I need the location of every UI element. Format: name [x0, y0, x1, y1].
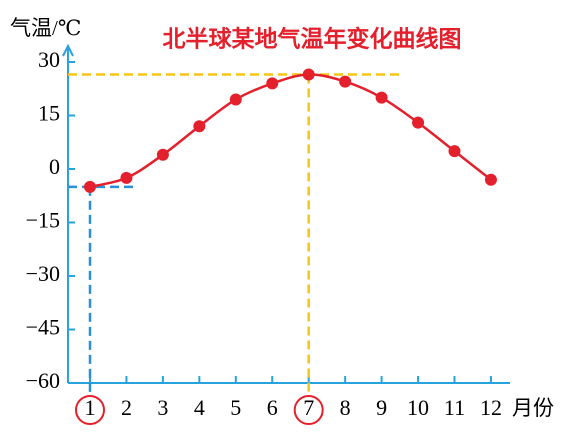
point [193, 120, 206, 133]
point [339, 75, 352, 88]
x-tick-label: 7 [303, 395, 314, 420]
x-tick-label: 3 [157, 395, 168, 420]
x-axis-label: 月份 [512, 396, 554, 420]
point [448, 145, 461, 158]
x-tick-label: 8 [340, 395, 351, 420]
x-tick-label: 12 [480, 395, 502, 420]
x-tick-label: 4 [194, 395, 205, 420]
month-circle [293, 395, 324, 425]
point [412, 116, 425, 129]
x-tick-label: 11 [444, 395, 465, 420]
y-axis-arrow [62, 43, 74, 57]
x-tick-label: 2 [121, 395, 132, 420]
x-tick-label: 6 [267, 395, 278, 420]
y-tick-label: 15 [38, 101, 60, 126]
x-tick-label: 10 [407, 395, 429, 420]
line [89, 73, 492, 189]
point [302, 68, 315, 81]
point [229, 93, 242, 106]
y-tick-label: −15 [26, 208, 60, 233]
point [84, 180, 96, 193]
y-tick-label: −30 [26, 261, 60, 286]
point [156, 148, 169, 161]
x-tick-label: 1 [85, 395, 96, 420]
x-tick-label: 5 [230, 395, 241, 420]
y-axis-label: 气温/℃ [10, 16, 81, 40]
point [266, 77, 279, 90]
y-tick-label: −45 [26, 315, 60, 340]
y-tick-label: −60 [26, 368, 60, 393]
point [375, 91, 388, 104]
y-tick-label: 0 [49, 154, 60, 179]
chart-title: 北半球某地气温年变化曲线图 [163, 26, 462, 53]
month-circle [75, 395, 105, 425]
point [120, 171, 133, 184]
point [484, 173, 497, 186]
x-tick-label: 9 [376, 395, 387, 420]
y-tick-label: 30 [38, 47, 60, 72]
